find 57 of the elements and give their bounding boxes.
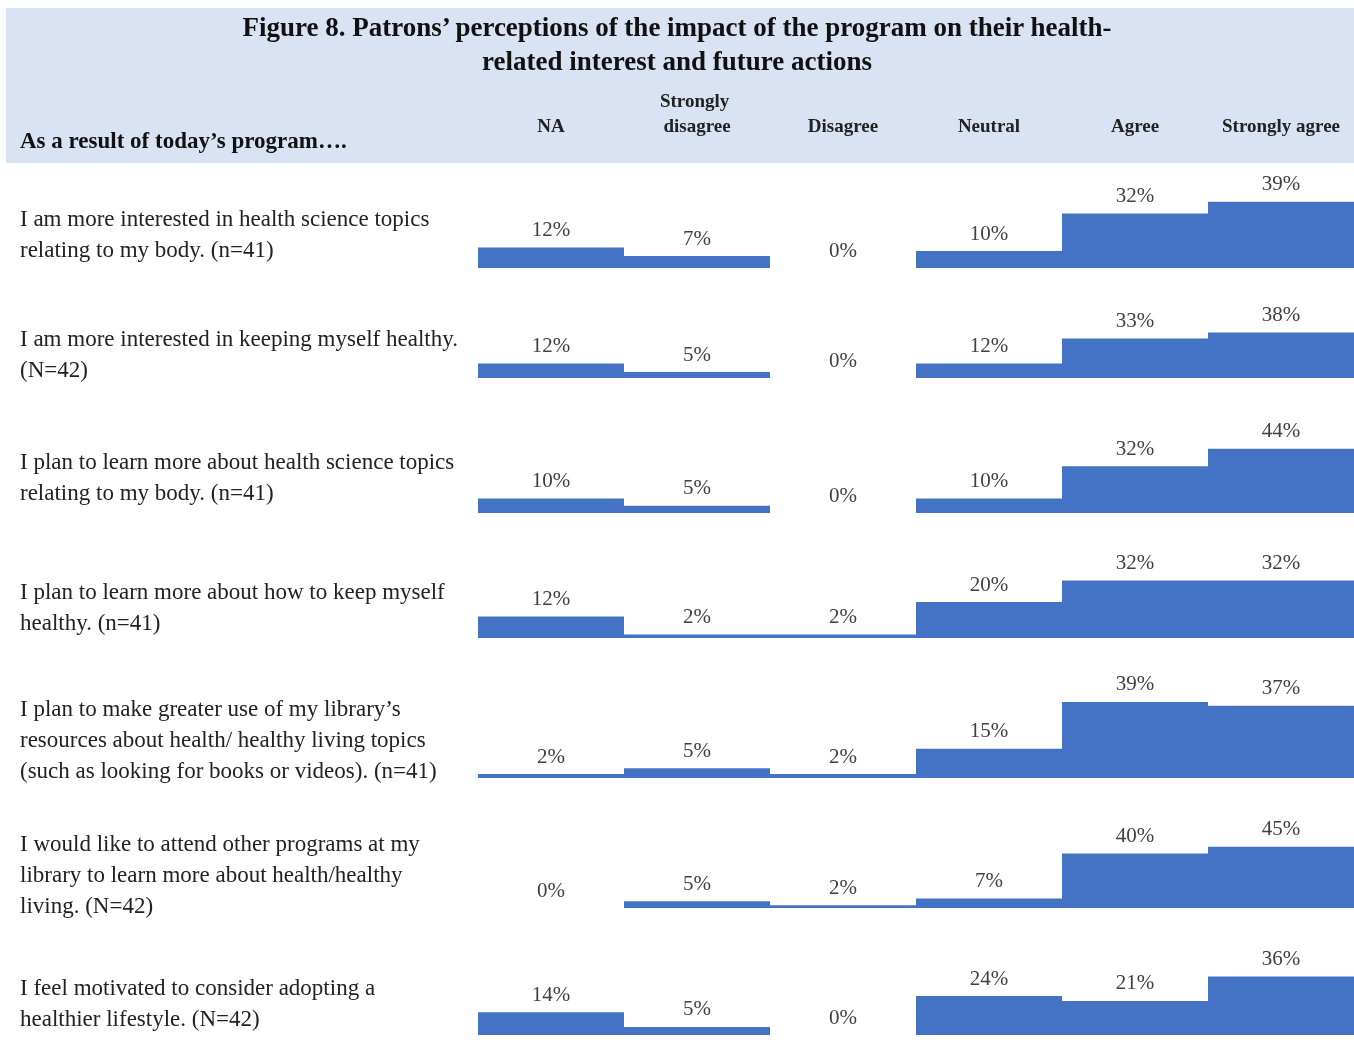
data-label: 10% <box>969 220 1009 245</box>
x-tick-label: Agree <box>1110 115 1160 136</box>
y-axis-title: I plan to learn more about health science topics relating to my body. (n=41) <box>20 447 456 507</box>
y-axis-title: I would like to attend other programs at my library to learn more about health/healthy living. (N=42) <box>20 829 421 920</box>
data-label: 39% <box>1261 171 1301 196</box>
data-label: 2% <box>829 603 857 628</box>
text: As a result of today’s program…. <box>20 128 347 154</box>
y-axis-title: I feel motivated to consider adopting a healthier lifestyle. (N=42) <box>20 973 377 1033</box>
y-axis-title: I am more interested in health science topics relating to my body. (n=41) <box>20 205 431 264</box>
chart-title: Figure 8. Patrons’ perceptions of the impact of the program on their health-related interest and future actions <box>241 11 1113 78</box>
data-label: 12% <box>531 333 571 358</box>
data-label: 5% <box>683 737 711 762</box>
x-tick-label: Neutral <box>957 115 1021 136</box>
data-label: 21% <box>1115 970 1155 995</box>
data-label: 12% <box>531 217 571 242</box>
data-label: 37% <box>1261 675 1301 700</box>
data-label: 32% <box>1115 183 1155 208</box>
data-label: 5% <box>683 996 711 1021</box>
data-label: 14% <box>531 981 571 1006</box>
data-label: 10% <box>969 467 1009 492</box>
data-label: 32% <box>1261 549 1301 574</box>
data-label: 45% <box>1261 816 1301 841</box>
data-label: 32% <box>1115 435 1155 460</box>
data-label: 0% <box>829 347 857 372</box>
data-label: 24% <box>969 965 1009 990</box>
data-label: 40% <box>1115 823 1155 848</box>
data-label: 10% <box>531 467 571 492</box>
data-label: 0% <box>829 482 857 507</box>
data-label: 44% <box>1261 418 1301 443</box>
y-axis-title: I am more interested in keeping myself healthy. (N=42) <box>20 325 459 384</box>
data-label: 38% <box>1261 301 1301 326</box>
data-label: 15% <box>969 718 1009 743</box>
data-label: 5% <box>683 475 711 500</box>
data-label: 33% <box>1115 307 1155 332</box>
data-label: 7% <box>975 867 1003 892</box>
y-axis-title: I plan to make greater use of my library’s resources about health/ healthy living topics (such as looking for books or videos). (n=41) <box>20 694 438 785</box>
data-label: 32% <box>1115 549 1155 574</box>
data-label: 2% <box>683 603 711 628</box>
data-label: 5% <box>683 870 711 895</box>
x-tick-label: Strongly disagree <box>659 90 735 136</box>
data-label: 0% <box>537 877 565 902</box>
data-label: 2% <box>829 874 857 899</box>
data-label: 2% <box>829 743 857 768</box>
x-tick-label: Disagree <box>807 115 879 136</box>
data-label: 12% <box>531 585 571 610</box>
data-label: 0% <box>829 237 857 262</box>
data-label: 5% <box>683 341 711 366</box>
data-label: 20% <box>969 571 1009 596</box>
data-label: 7% <box>683 225 711 250</box>
x-tick-label: NA <box>537 115 565 136</box>
y-axis-title: I plan to learn more about how to keep myself healthy. (n=41) <box>20 577 446 637</box>
data-label: 0% <box>829 1004 857 1029</box>
data-label: 12% <box>969 333 1009 358</box>
data-label: 36% <box>1261 946 1301 970</box>
x-tick-label: Strongly agree <box>1221 115 1341 136</box>
data-label: 39% <box>1115 671 1155 696</box>
data-label: 2% <box>537 743 565 768</box>
